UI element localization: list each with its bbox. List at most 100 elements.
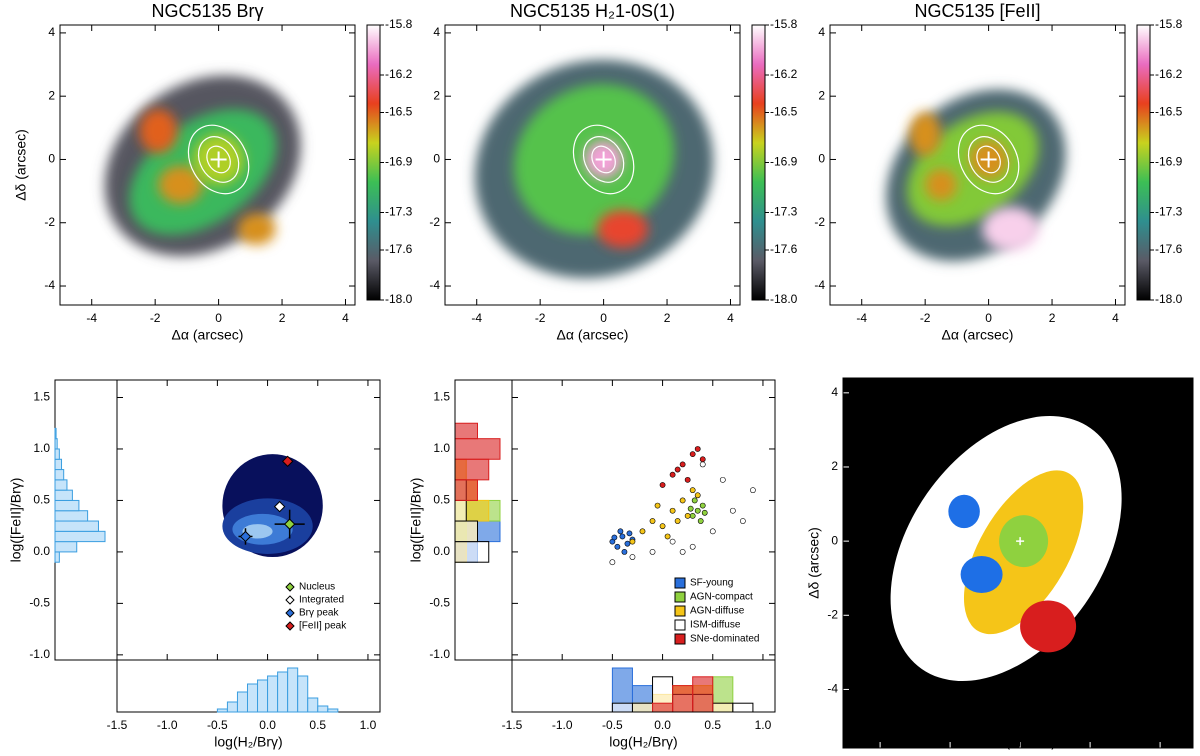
point	[639, 528, 646, 535]
y-axis-label: Δδ (arcsec)	[13, 129, 29, 201]
legend-marker	[285, 621, 295, 631]
x-tick-label: 0.5	[704, 718, 721, 732]
y-tick-label: 0.5	[433, 493, 450, 507]
hist-bar	[54, 469, 65, 481]
hist-bar	[267, 675, 279, 713]
hist-bar	[54, 530, 106, 543]
x-tick-label: -1.0	[157, 718, 178, 732]
legend-swatch	[674, 577, 686, 589]
hist-bar	[712, 702, 734, 713]
hist-bar	[54, 489, 73, 501]
nucleus-cross	[980, 151, 997, 168]
y-tick-label: 4	[48, 25, 55, 39]
hist-bar	[631, 702, 654, 713]
colorbar-label: -16.2	[1155, 67, 1183, 81]
hist-bar	[611, 702, 633, 713]
point	[674, 466, 681, 473]
hist-bar	[454, 499, 467, 522]
x-tick-label: -4	[875, 717, 886, 731]
y-tick-label: 0.0	[33, 544, 50, 558]
y-tick-label: 1.5	[33, 390, 50, 404]
contour	[967, 136, 1010, 183]
contour	[582, 136, 625, 183]
y-tick-label: 0	[48, 152, 55, 166]
point	[694, 492, 701, 499]
y-tick-label: -2	[827, 607, 838, 621]
point	[699, 461, 706, 468]
colorbar-label: -16.5	[770, 105, 798, 119]
point	[750, 487, 756, 494]
blob	[158, 165, 203, 204]
x-tick-label: 0.0	[654, 718, 671, 732]
hist-bar	[454, 479, 478, 501]
legend-label: [FeII] peak	[299, 621, 347, 632]
point	[699, 456, 706, 463]
point	[699, 502, 706, 509]
marker	[281, 455, 294, 468]
y-tick-label: 4	[831, 385, 838, 399]
point	[679, 549, 686, 555]
x-axis-label: Δα (arcsec)	[172, 327, 244, 343]
hist-bar	[317, 705, 329, 713]
x-tick-label: 0	[600, 311, 607, 325]
contour	[591, 145, 616, 174]
colorbar	[366, 24, 381, 301]
point	[626, 530, 633, 537]
contour	[572, 124, 635, 195]
legend-swatch	[674, 619, 686, 631]
hist-bar	[297, 675, 309, 713]
x-tick-label: 1.0	[360, 718, 377, 732]
plot-frame	[511, 379, 776, 661]
nucleus-cross	[595, 151, 612, 168]
point	[694, 507, 701, 514]
x-tick-label: 1.0	[755, 718, 772, 732]
hist-bar	[246, 683, 259, 713]
x-axis-label: log(H₂/Brγ)	[609, 734, 677, 750]
point	[624, 540, 631, 547]
legend-swatch	[674, 633, 686, 645]
hist-bar	[277, 671, 289, 713]
hist-bar	[732, 702, 754, 713]
y-tick-label: 2	[433, 88, 440, 102]
y-tick-label: -0.5	[429, 596, 450, 610]
plot-frame	[59, 24, 356, 306]
hist-bar	[454, 541, 490, 563]
legend-label: Integrated	[299, 595, 344, 606]
point	[689, 543, 696, 550]
x-tick-label: -4	[471, 311, 482, 325]
x-tick-label: -2	[945, 717, 956, 731]
nucleus-cross	[210, 151, 227, 168]
point	[659, 482, 666, 488]
x-tick-label: 2	[1049, 311, 1056, 325]
hist-bar	[307, 697, 319, 713]
point	[709, 528, 716, 535]
legend-label: SNe-dominated	[690, 634, 759, 645]
x-tick-label: 0	[985, 311, 992, 325]
colorbar-label: -18.0	[1155, 292, 1183, 306]
hist-bar	[692, 676, 714, 713]
hist-bar	[54, 438, 58, 450]
point	[654, 502, 661, 509]
colorbar-label: -16.9	[770, 155, 798, 169]
hist-bar	[257, 679, 269, 713]
hist-bar	[236, 691, 248, 713]
blob	[1020, 600, 1077, 653]
colorbar-label: -18.0	[385, 292, 413, 306]
point	[684, 476, 691, 483]
contour	[197, 136, 240, 183]
plot-area	[890, 416, 1122, 682]
x-tick-label: -1.0	[552, 718, 573, 732]
colorbar-label: -16.2	[770, 67, 798, 81]
point	[674, 518, 681, 524]
y-tick-label: -4	[429, 278, 440, 292]
panel-title: NGC5135 [FeII]	[914, 1, 1040, 21]
y-tick-label: 1.5	[433, 390, 450, 404]
point	[659, 523, 666, 530]
contour	[187, 124, 250, 195]
hist-bar	[54, 479, 68, 491]
hist-bar	[54, 448, 60, 460]
colorbar-label: -15.8	[770, 17, 798, 31]
point	[689, 487, 696, 494]
point	[614, 543, 621, 550]
